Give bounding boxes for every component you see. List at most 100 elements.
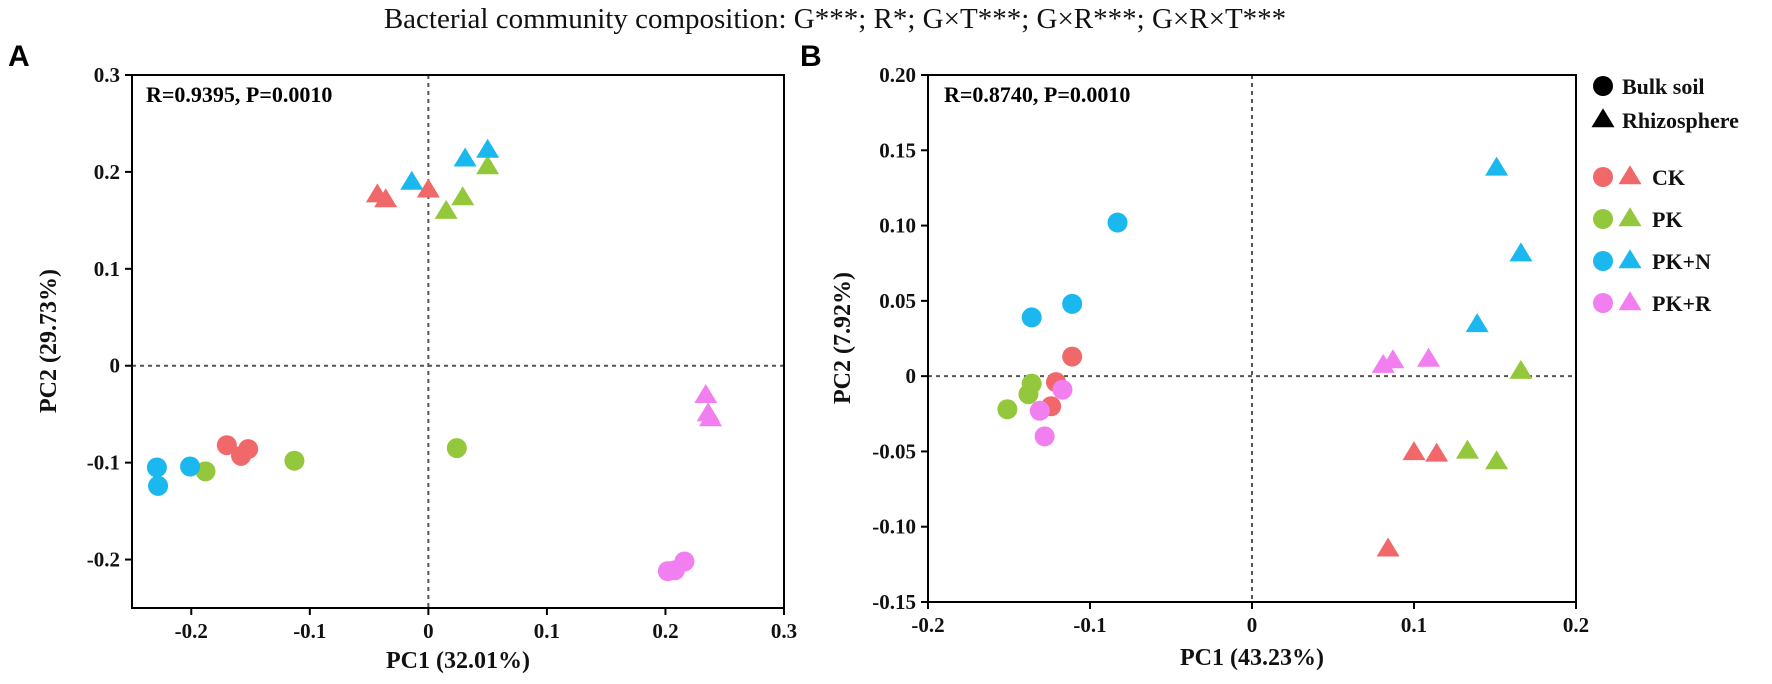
- x-tick-label: 0: [423, 619, 434, 643]
- x-tick-label: 0.3: [771, 619, 797, 643]
- plot-frame-a: [131, 74, 785, 609]
- point-pk-n-triangle: [400, 170, 424, 190]
- y-tick-label: 0.1: [94, 257, 120, 281]
- point-pk-r-circle: [1052, 379, 1073, 400]
- point-pk-triangle: [1509, 359, 1533, 379]
- legend-ck-triangle-icon: [1618, 165, 1642, 185]
- scatter-panel-b: -0.2 -0.1 0 0.1 0.2-0.15-0.10-0.0500.050.100…: [830, 63, 1589, 671]
- legend-pk-triangle-icon: [1618, 207, 1642, 227]
- y-tick-label: 0: [110, 354, 121, 378]
- point-pk-r-triangle: [694, 383, 718, 403]
- legend-ck-circle-icon: [1593, 167, 1613, 187]
- x-tick-label: 0.2: [1563, 613, 1589, 637]
- point-pk-r-circle: [1034, 426, 1055, 447]
- legend-label-ck: CK: [1652, 165, 1685, 190]
- y-tick-label: 0.10: [879, 214, 916, 238]
- point-pk-circle: [446, 438, 467, 459]
- y-tick-label: -0.2: [87, 548, 120, 572]
- x-tick-label: -0.1: [1073, 613, 1106, 637]
- x-tick-label: -0.2: [175, 619, 208, 643]
- point-pk-n-triangle: [1485, 156, 1509, 176]
- panel-letter-b: B: [800, 40, 822, 73]
- point-pk-triangle: [476, 155, 500, 175]
- plot-frame-b: [927, 74, 1577, 603]
- legend-label-circle: Bulk soil: [1622, 74, 1705, 99]
- point-pk-triangle: [1455, 439, 1479, 459]
- y-tick-label: 0.2: [94, 160, 120, 184]
- legend-pk-n-triangle-icon: [1618, 249, 1642, 269]
- point-pk-circle: [997, 399, 1018, 420]
- stat-label-a: R=0.9395, P=0.0010: [146, 82, 332, 107]
- point-pk-triangle: [434, 199, 458, 219]
- legend-pk-circle-icon: [1593, 209, 1613, 229]
- point-pk-n-circle: [180, 456, 201, 477]
- ticks-b: -0.2 -0.1 0 0.1 0.2-0.15-0.10-0.0500.050.100…: [872, 63, 1589, 637]
- legend-triangle-icon: [1591, 108, 1615, 128]
- scatter-panel-a: -0.2 -0.1 0 0.1 0.2 0.3 -0.2 -0.1 0 0.1 0.2 0.3 R=0…: [36, 63, 797, 674]
- point-pk-circle: [195, 461, 216, 482]
- legend-pk-r-circle-icon: [1593, 293, 1613, 313]
- legend: Bulk soil Rhizosphere CK PK PK+N PK+R: [1591, 74, 1739, 316]
- y-tick-label: 0.05: [879, 289, 916, 313]
- y-tick-label: -0.05: [872, 439, 916, 463]
- y-tick-label: -0.15: [872, 590, 916, 614]
- y-tick-label: 0.3: [94, 63, 120, 87]
- reference-lines-a: [132, 75, 784, 608]
- y-tick-label: -0.10: [872, 515, 916, 539]
- points-a: [146, 138, 723, 582]
- point-pk-r-circle: [674, 551, 695, 572]
- legend-label-pk-r: PK+R: [1652, 291, 1712, 316]
- x-tick-label: 0.1: [1401, 613, 1427, 637]
- y-tick-label: 0.15: [879, 138, 916, 162]
- ticks-a: -0.2 -0.1 0 0.1 0.2 0.3 -0.2 -0.1 0 0.1 0.2 0.3: [87, 63, 797, 643]
- legend-label-pk-n: PK+N: [1652, 249, 1711, 274]
- legend-pk-r-triangle-icon: [1618, 291, 1642, 311]
- point-pk-n-triangle: [1509, 242, 1533, 262]
- point-pk-n-triangle: [1465, 313, 1489, 333]
- point-ck-triangle: [374, 188, 398, 208]
- point-pk-n-circle: [1062, 293, 1083, 314]
- legend-pk-n-circle-icon: [1593, 251, 1613, 271]
- stat-label-b: R=0.8740, P=0.0010: [944, 82, 1130, 107]
- point-ck-triangle: [1376, 537, 1400, 557]
- point-ck-circle: [216, 435, 237, 456]
- point-pk-n-circle: [1107, 212, 1128, 233]
- x-axis-label-b: PC1 (43.23%): [1180, 645, 1324, 671]
- figure-title: Bacterial community composition: G***; R…: [384, 3, 1286, 35]
- point-ck-circle: [238, 439, 259, 460]
- point-pk-n-triangle: [453, 147, 477, 167]
- point-pk-r-triangle: [1417, 347, 1441, 367]
- point-pk-triangle: [451, 186, 475, 206]
- reference-lines-b: [928, 75, 1576, 602]
- point-pk-n-circle: [1021, 307, 1042, 328]
- y-axis-label-b: PC2 (7.92%): [830, 272, 856, 404]
- x-tick-label: 0: [1247, 613, 1258, 637]
- panel-letter-a: A: [8, 40, 30, 73]
- legend-label-triangle: Rhizosphere: [1622, 108, 1739, 133]
- legend-circle-icon: [1593, 76, 1613, 96]
- x-tick-label: 0.2: [652, 619, 678, 643]
- point-pk-circle: [284, 450, 305, 471]
- point-pk-triangle: [1485, 450, 1509, 470]
- point-ck-triangle: [1402, 441, 1426, 461]
- legend-label-pk: PK: [1652, 207, 1683, 232]
- point-pk-r-triangle: [699, 407, 723, 427]
- point-pk-circle: [1018, 384, 1039, 405]
- x-tick-label: -0.2: [911, 613, 944, 637]
- point-ck-triangle: [416, 178, 440, 198]
- point-pk-r-triangle: [1381, 349, 1405, 369]
- y-tick-label: 0.20: [879, 63, 916, 87]
- point-ck-circle: [1062, 346, 1083, 367]
- point-pk-n-circle: [148, 475, 169, 496]
- point-ck-triangle: [1425, 442, 1449, 462]
- x-tick-label: -0.1: [293, 619, 326, 643]
- x-axis-label-a: PC1 (32.01%): [386, 648, 530, 674]
- y-tick-label: -0.1: [87, 451, 120, 475]
- point-pk-n-triangle: [476, 138, 500, 158]
- y-axis-label-a: PC2 (29.73%): [36, 269, 62, 413]
- point-pk-n-circle: [146, 457, 167, 478]
- y-tick-label: 0: [906, 364, 917, 388]
- x-tick-label: 0.1: [534, 619, 560, 643]
- points-b: [997, 156, 1533, 557]
